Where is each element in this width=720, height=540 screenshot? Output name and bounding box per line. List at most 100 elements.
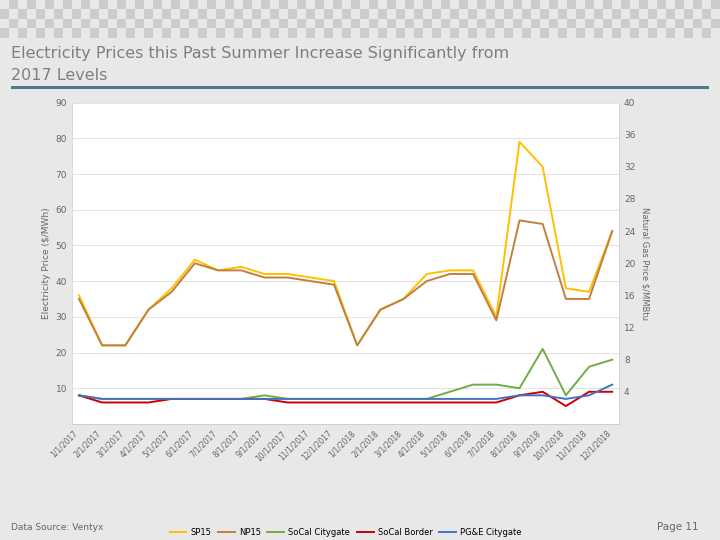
Bar (216, 10, 225, 19)
Bar (99, 19, 108, 28)
SP15 (260, 271, 269, 277)
Bar (108, 10, 117, 19)
Text: 2017 Levels: 2017 Levels (11, 68, 107, 83)
SP15 (469, 267, 477, 274)
Bar (504, 28, 513, 38)
Bar (585, 19, 594, 28)
Bar (270, 28, 279, 38)
Bar (189, 19, 198, 28)
NP15 (516, 217, 524, 224)
Bar (135, 0, 144, 10)
PG&E Citygate (260, 396, 269, 402)
NP15 (330, 281, 338, 288)
Bar (297, 0, 306, 10)
Bar (81, 19, 90, 28)
Text: Data Source: Ventyx: Data Source: Ventyx (11, 523, 103, 532)
SoCal Border (353, 399, 361, 406)
Bar (666, 10, 675, 19)
Bar (0, 28, 9, 38)
Bar (630, 10, 639, 19)
NP15 (144, 306, 153, 313)
PG&E Citygate (423, 396, 431, 402)
NP15 (446, 271, 454, 277)
Bar (711, 19, 720, 28)
Bar (234, 10, 243, 19)
Bar (27, 0, 36, 10)
PG&E Citygate (376, 396, 384, 402)
SoCal Border (191, 396, 199, 402)
Bar (225, 19, 234, 28)
SP15 (376, 306, 384, 313)
Bar (18, 28, 27, 38)
SP15 (75, 292, 84, 299)
Line: SoCal Border: SoCal Border (79, 392, 612, 406)
Bar (549, 0, 558, 10)
SP15 (98, 342, 107, 349)
Bar (63, 19, 72, 28)
Bar (486, 10, 495, 19)
Bar (207, 19, 216, 28)
Bar (180, 28, 189, 38)
SP15 (144, 306, 153, 313)
SoCal Border (492, 399, 500, 406)
Bar (126, 10, 135, 19)
NP15 (307, 278, 315, 285)
PG&E Citygate (144, 396, 153, 402)
SoCal Citygate (237, 396, 246, 402)
Legend: SP15, NP15, SoCal Citygate, SoCal Border, PG&E Citygate: SP15, NP15, SoCal Citygate, SoCal Border… (166, 524, 525, 540)
SoCal Border (75, 392, 84, 399)
Bar (576, 28, 585, 38)
Bar (441, 0, 450, 10)
Y-axis label: Electricity Price ($/MWh): Electricity Price ($/MWh) (42, 207, 51, 319)
Bar (189, 0, 198, 10)
SoCal Citygate (539, 346, 547, 352)
SoCal Border (144, 399, 153, 406)
SoCal Citygate (376, 396, 384, 402)
Bar (612, 28, 621, 38)
Bar (351, 19, 360, 28)
Bar (621, 19, 630, 28)
Bar (279, 0, 288, 10)
Bar (315, 0, 324, 10)
Bar (315, 19, 324, 28)
Bar (243, 0, 252, 10)
NP15 (121, 342, 130, 349)
Bar (558, 10, 567, 19)
PG&E Citygate (400, 396, 408, 402)
SoCal Border (214, 396, 222, 402)
SoCal Citygate (75, 392, 84, 399)
SP15 (446, 267, 454, 274)
SoCal Border (562, 403, 570, 409)
Bar (531, 19, 540, 28)
Bar (333, 19, 342, 28)
SP15 (516, 139, 524, 145)
Bar (9, 0, 18, 10)
Bar (45, 19, 54, 28)
Bar (279, 19, 288, 28)
NP15 (539, 221, 547, 227)
SoCal Border (446, 399, 454, 406)
Bar (108, 28, 117, 38)
PG&E Citygate (121, 396, 130, 402)
Bar (513, 19, 522, 28)
Bar (207, 0, 216, 10)
SoCal Citygate (167, 396, 176, 402)
Bar (621, 0, 630, 10)
SoCal Border (167, 396, 176, 402)
Bar (324, 28, 333, 38)
NP15 (423, 278, 431, 285)
Bar (261, 0, 270, 10)
Bar (495, 19, 504, 28)
SoCal Citygate (562, 392, 570, 399)
Bar (540, 28, 549, 38)
NP15 (237, 267, 246, 274)
Line: NP15: NP15 (79, 220, 612, 346)
Bar (522, 28, 531, 38)
SoCal Citygate (585, 363, 593, 370)
Bar (342, 28, 351, 38)
SoCal Citygate (191, 396, 199, 402)
Bar (702, 28, 711, 38)
SoCal Citygate (214, 396, 222, 402)
Bar (342, 10, 351, 19)
SoCal Citygate (144, 396, 153, 402)
